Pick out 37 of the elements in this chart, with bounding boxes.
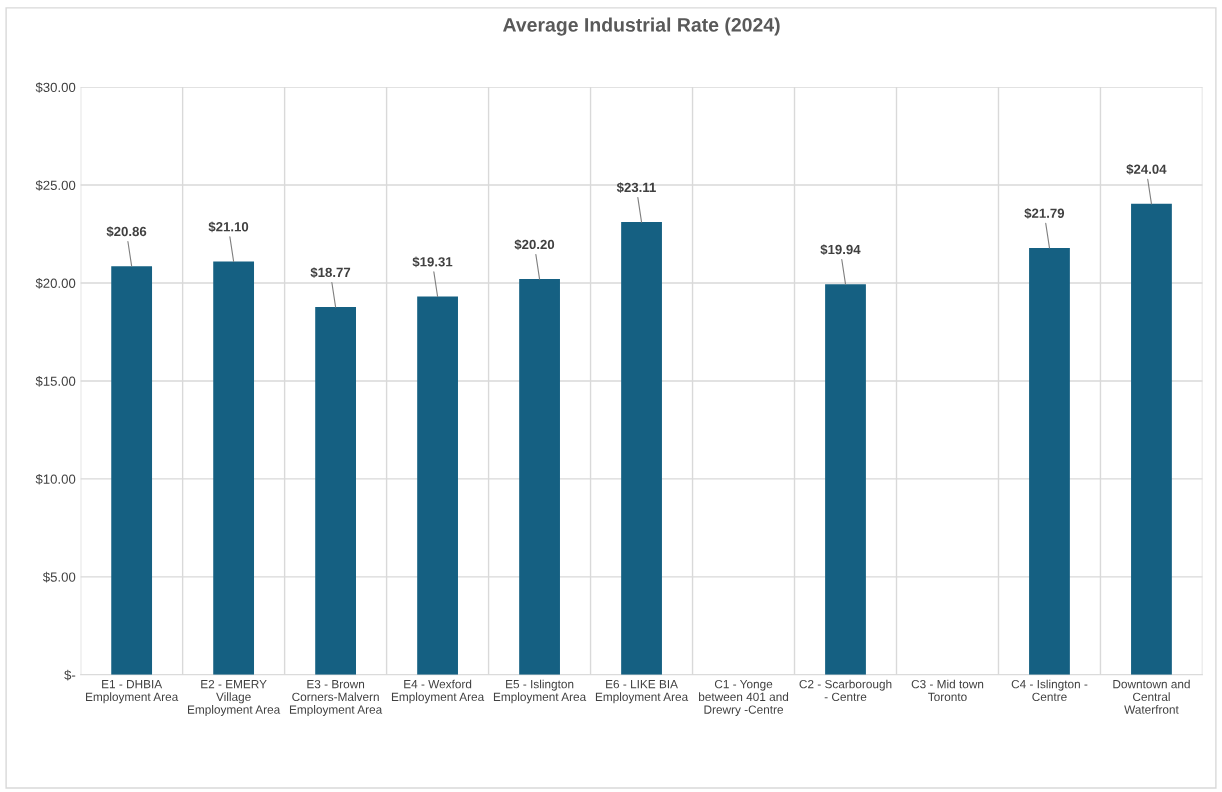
x-tick-label: Downtown and Central Waterfront <box>1113 679 1190 714</box>
y-tick-label: $10.00 <box>35 473 76 485</box>
y-tick-label: $- <box>64 669 76 681</box>
x-tick-label: C2 - Scarborough - Centre <box>799 679 892 702</box>
x-tick-label: E4 - Wexford Employment Area <box>391 679 485 704</box>
bar <box>213 261 255 675</box>
bar <box>621 222 662 675</box>
data-label: $19.94 <box>820 244 861 255</box>
x-tick-label: E2 - EMERY Village Employment Area <box>188 679 281 717</box>
bar <box>1029 247 1070 675</box>
y-tick-label: $15.00 <box>35 375 76 387</box>
x-tick-label: C4 - Islington - Centre <box>1011 679 1088 702</box>
x-tick-label: E6 - LIKE BIA Employment Area <box>595 679 689 704</box>
x-tick-label: C3 - Mid town Toronto <box>911 679 984 702</box>
data-label: $24.04 <box>1126 163 1167 175</box>
y-tick-label: $30.00 <box>35 82 76 93</box>
y-tick-label: $20.00 <box>35 278 76 289</box>
data-label: $19.31 <box>412 256 453 268</box>
bar <box>519 279 560 675</box>
bar <box>315 307 356 675</box>
bar <box>825 284 866 675</box>
y-tick-label: $5.00 <box>42 571 76 583</box>
data-label: $23.11 <box>616 182 656 193</box>
x-tick-label: E1 - DHBIA Employment Area <box>86 680 179 704</box>
x-tick-label: E5 - Islington Employment Area <box>493 679 587 704</box>
data-label: $21.10 <box>208 221 249 233</box>
bar <box>111 266 153 675</box>
x-tick-label: E3 - Brown Corners-Malvern Employment Area <box>289 679 383 717</box>
chart-title: Average Industrial Rate (2024) <box>503 17 780 36</box>
x-tick-label: C1 - Yonge between 401 and Drewry -Centre <box>699 679 789 717</box>
data-label: $18.77 <box>310 267 351 278</box>
data-label: $20.86 <box>106 226 147 237</box>
data-label: $21.79 <box>1024 207 1065 219</box>
bar <box>1131 203 1172 675</box>
data-label: $20.20 <box>514 239 555 250</box>
y-tick-label: $25.00 <box>35 180 76 191</box>
bar <box>417 296 458 675</box>
